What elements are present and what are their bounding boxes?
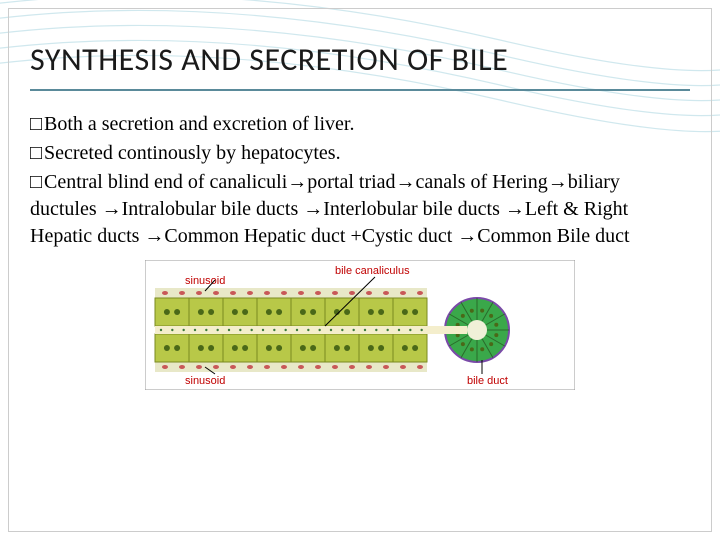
slide-border-bottom: [8, 528, 712, 532]
bullet-glyph: □: [30, 111, 44, 138]
bullet-glyph: □: [30, 169, 44, 196]
svg-text:bile duct: bile duct: [467, 375, 508, 387]
title-underline: [30, 89, 690, 91]
bullet-text: Central blind end of canaliculi→portal t…: [30, 171, 630, 247]
slide-title: SYNTHESIS AND SECRETION OF BILE: [30, 40, 690, 79]
bullet-text: Secreted continously by hepatocytes.: [44, 142, 341, 164]
bullet-item: □Both a secretion and excretion of liver…: [30, 111, 690, 138]
svg-text:sinusoid: sinusoid: [185, 375, 225, 387]
slide-content: SYNTHESIS AND SECRETION OF BILE □Both a …: [0, 0, 720, 410]
bullet-list: □Both a secretion and excretion of liver…: [30, 111, 690, 250]
svg-text:bile canaliculus: bile canaliculus: [335, 265, 410, 277]
bullet-text: Both a secretion and excretion of liver.: [44, 113, 354, 135]
bile-diagram: sinusoid sinusoid bile canaliculus bile duc…: [145, 260, 575, 390]
bullet-item: □Secreted continously by hepatocytes.: [30, 140, 690, 167]
svg-text:sinusoid: sinusoid: [185, 275, 225, 287]
bullet-glyph: □: [30, 140, 44, 167]
bullet-item: □Central blind end of canaliculi→portal …: [30, 169, 690, 250]
